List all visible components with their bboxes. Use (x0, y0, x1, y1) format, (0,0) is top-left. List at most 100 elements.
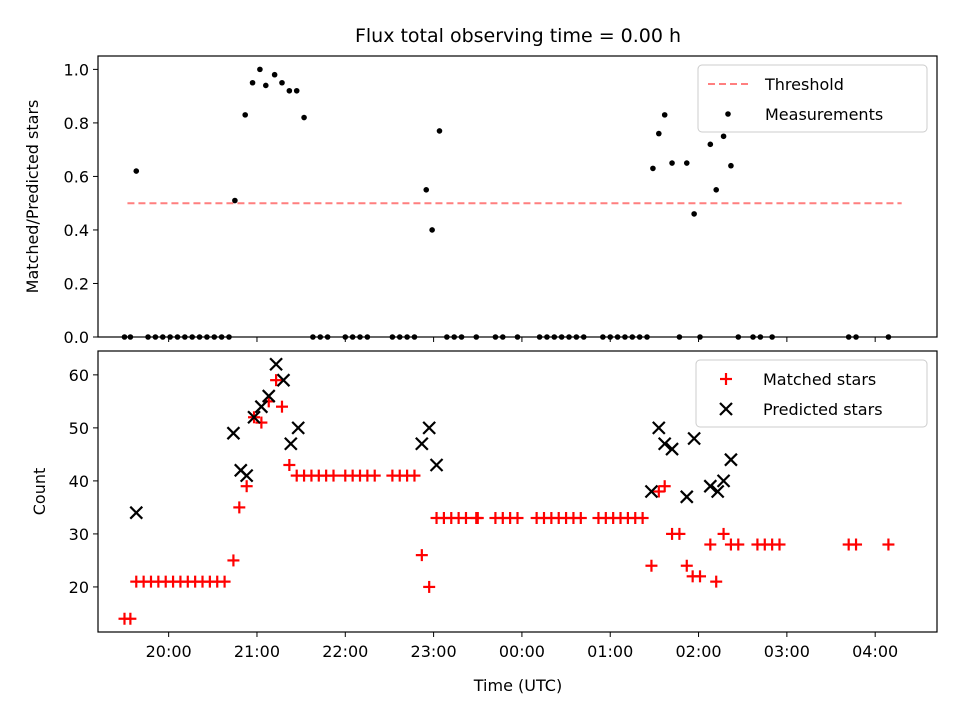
matched-star-point (717, 527, 730, 540)
matched-star-point (233, 501, 246, 514)
x-axis-label: Time (UTC) (473, 676, 562, 695)
matched-star-point (218, 575, 231, 588)
measurement-point (301, 114, 307, 121)
matched-star-point (652, 485, 665, 498)
x-tick-label: 03:00 (764, 642, 810, 661)
y-tick-label: 0.8 (64, 114, 89, 133)
matched-star-point (850, 538, 863, 551)
predicted-star-point (644, 484, 659, 499)
predicted-star-point (710, 484, 725, 499)
matched-star-point (636, 512, 649, 525)
matched-star-point (680, 559, 693, 572)
measurement-point (436, 128, 443, 134)
predicted-star-point (129, 505, 144, 520)
measurement-point (232, 197, 238, 204)
predicted-star-point (247, 410, 261, 425)
x-tick-label: 00:00 (499, 642, 545, 661)
measurement-point (669, 160, 675, 166)
legend-threshold-label: Threshold (764, 75, 844, 94)
matched-star-point (732, 538, 745, 551)
legend-matched-swatch (720, 373, 732, 385)
predicted-star-point (657, 437, 672, 451)
measurement-point (691, 211, 697, 217)
measurement-point (713, 187, 720, 193)
y-tick-label: 0.6 (64, 167, 89, 186)
x-tick-label: 22:00 (322, 642, 368, 661)
predicted-star-point (652, 421, 666, 435)
matched-star-point (645, 559, 658, 572)
measurement-point (249, 79, 256, 86)
matched-star-point (408, 469, 421, 482)
matched-star-point (471, 512, 484, 525)
matched-star-point (368, 469, 381, 482)
matched-star-point (415, 549, 428, 562)
matched-star-point (240, 480, 253, 493)
predicted-star-point (665, 442, 679, 456)
predicted-star-point (261, 389, 276, 403)
predicted-star-point (679, 490, 694, 504)
x-tick-label: 02:00 (675, 642, 721, 661)
measurement-point (650, 165, 656, 172)
matched-star-point (255, 416, 268, 429)
measurement-point (720, 133, 727, 140)
x-tick-label: 23:00 (411, 642, 457, 661)
matched-star-point (773, 538, 786, 551)
measurement-point (707, 141, 714, 148)
bottom-plot-frame (97, 350, 938, 633)
predicted-star-point (239, 468, 254, 483)
x-tick-label: 21:00 (234, 642, 280, 661)
predicted-star-point (724, 452, 738, 467)
measurement-point (242, 112, 248, 118)
y-tick-label: 0.2 (64, 274, 89, 293)
legend-matched-label: Matched stars (763, 370, 876, 389)
y-tick-label: 20 (69, 578, 89, 597)
matched-star-point (694, 570, 707, 583)
measurement-point (661, 112, 668, 118)
legend-predicted-label: Predicted stars (763, 400, 883, 419)
measurement-point (263, 82, 269, 89)
predicted-star-point (291, 421, 305, 435)
y-tick-label: 50 (69, 419, 89, 438)
predicted-star-point (415, 437, 429, 451)
bottom-panel: Count Time (UTC) Matched stars Predicted… (30, 350, 938, 695)
top-plot-frame (97, 55, 938, 338)
top-panel: Matched/Predicted stars Threshold Measur… (23, 55, 938, 347)
measurement-point (271, 71, 278, 78)
legend-measurements-label: Measurements (765, 105, 883, 124)
y-tick-label: 0.0 (64, 328, 89, 347)
measurement-point (257, 66, 263, 73)
bottom-y-axis-label: Count (30, 468, 49, 516)
bottom-legend: Matched stars Predicted stars (695, 359, 928, 428)
matched-star-point (423, 580, 436, 593)
top-legend: Threshold Measurements (697, 64, 928, 133)
legend-measurements-swatch (725, 111, 731, 117)
y-tick-label: 40 (69, 472, 89, 491)
matched-star-point (704, 538, 717, 551)
matched-star-point (673, 527, 686, 540)
matched-star-point (275, 400, 288, 413)
y-tick-label: 1.0 (64, 60, 89, 79)
predicted-star-point (703, 479, 718, 493)
predicted-star-point (269, 357, 283, 372)
predicted-star-point (429, 458, 444, 472)
y-tick-label: 30 (69, 525, 89, 544)
matched-star-point (227, 554, 240, 567)
matched-star-point (327, 469, 340, 482)
top-y-axis-label: Matched/Predicted stars (23, 100, 42, 294)
measurement-point (728, 162, 734, 169)
measurement-point (279, 79, 285, 86)
matched-star-point (459, 512, 472, 525)
predicted-star-point (276, 373, 291, 387)
matched-star-point (710, 575, 723, 588)
predicted-star-point (254, 399, 269, 414)
top-legend-box (697, 64, 928, 133)
y-tick-label: 60 (69, 366, 89, 385)
measurement-point (133, 168, 140, 174)
x-tick-label: 04:00 (852, 642, 898, 661)
chart-title: Flux total observing time = 0.00 h (355, 25, 681, 47)
x-tick-label: 20:00 (146, 642, 192, 661)
measurement-point (286, 87, 293, 94)
matched-star-point (270, 374, 283, 387)
predicted-star-point (687, 431, 701, 446)
